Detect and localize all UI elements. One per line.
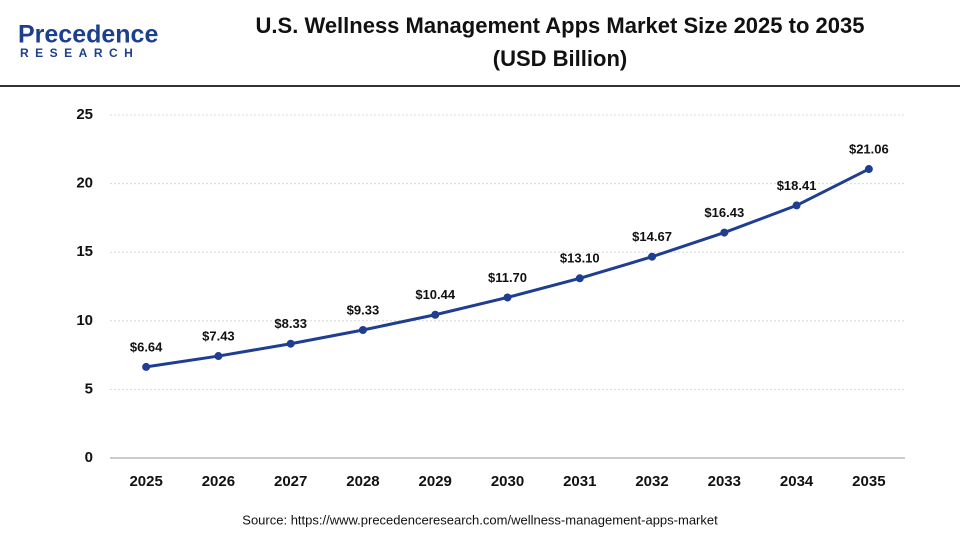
x-tick-label: 2026 <box>202 473 235 490</box>
y-tick-label: 0 <box>85 449 93 466</box>
point <box>864 165 873 174</box>
value-label: $10.44 <box>415 287 456 302</box>
point <box>142 362 151 371</box>
logo-name: Precedence <box>18 21 158 49</box>
point <box>286 339 295 348</box>
point <box>214 352 223 361</box>
value-label: $16.43 <box>704 205 744 220</box>
x-tick-label: 2030 <box>491 473 524 490</box>
chart-subtitle: (USD Billion) <box>493 46 627 71</box>
point <box>503 293 512 302</box>
point <box>575 274 584 283</box>
value-label: $7.43 <box>202 328 235 343</box>
value-label: $18.41 <box>777 178 817 193</box>
y-tick-label: 15 <box>76 243 93 260</box>
point <box>358 325 367 334</box>
value-label: $13.10 <box>560 251 600 266</box>
logo-tagline: RESEARCH <box>20 46 139 60</box>
x-tick-label: 2029 <box>419 473 452 490</box>
x-tick-label: 2025 <box>129 473 162 490</box>
chart-title: U.S. Wellness Management Apps Market Siz… <box>256 13 865 38</box>
point <box>720 228 729 237</box>
y-tick-label: 5 <box>85 380 93 397</box>
value-label: $9.33 <box>347 302 380 317</box>
x-tick-label: 2033 <box>708 473 741 490</box>
value-label: $21.06 <box>849 141 889 156</box>
value-label: $6.64 <box>130 339 163 354</box>
x-tick-label: 2031 <box>563 473 596 490</box>
y-tick-label: 25 <box>76 106 93 123</box>
point <box>431 310 440 319</box>
x-tick-label: 2035 <box>852 473 885 490</box>
x-tick-label: 2032 <box>635 473 668 490</box>
value-label: $14.67 <box>632 229 672 244</box>
x-tick-label: 2027 <box>274 473 307 490</box>
value-label: $11.70 <box>488 270 527 285</box>
point <box>792 201 801 210</box>
x-tick-label: 2034 <box>780 473 814 490</box>
logo: Precedence RESEARCH <box>18 21 158 61</box>
value-label: $8.33 <box>274 316 307 331</box>
source: Source: https://www.precedenceresearch.c… <box>242 512 718 527</box>
y-tick-label: 20 <box>76 175 93 192</box>
point <box>648 252 657 261</box>
x-tick-label: 2028 <box>346 473 379 490</box>
y-tick-label: 10 <box>76 312 93 329</box>
